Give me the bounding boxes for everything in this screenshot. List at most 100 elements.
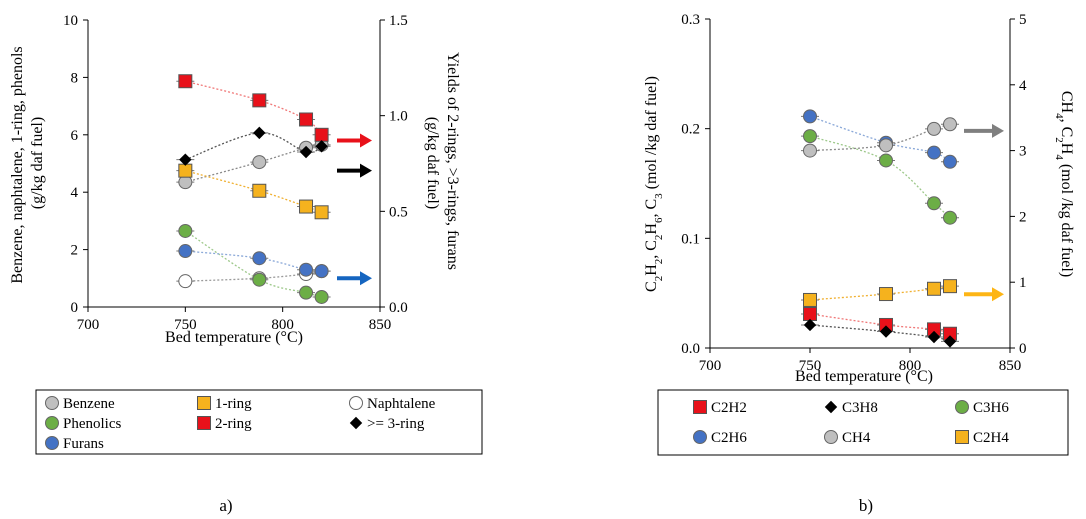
panel-a-1-ring-point <box>252 183 267 198</box>
panel-b-y2-tick-label: 1 <box>1019 275 1027 291</box>
panel-a-y-tick-label: 4 <box>71 185 79 201</box>
panel-b-c3h8-point <box>803 318 817 332</box>
axis-label-subscript: 2 <box>653 276 665 282</box>
panel-b-legend-c3h6-label: C3H6 <box>973 400 1009 416</box>
panel-b-legend-c3h6-swatch <box>955 400 969 414</box>
axis-label-text: , C <box>1058 119 1075 138</box>
panel-a-furans-point <box>314 264 329 279</box>
panel-a-y2-axis-label-line-2: (g/kg daf fuel) <box>424 117 441 209</box>
panel-b-y-axis-label: C2H2, C2H6, C3 (mol /kg daf fuel) <box>643 76 665 292</box>
panel-a-x-tick-label: 850 <box>369 317 392 333</box>
axis-label-subscript: 3 <box>653 193 665 199</box>
panel-b-c3h8-point <box>927 330 941 344</box>
panel-a-2-ring-point <box>178 74 193 89</box>
panel-b-legend-ch4-swatch <box>824 430 838 444</box>
panel-a-y2-tick-label: 0.0 <box>389 300 408 316</box>
panel-b-x-tick-label: 850 <box>999 358 1022 374</box>
panel-b-arrow-head-1 <box>992 123 1004 138</box>
panel-a-legend-furans-label: Furans <box>63 436 104 452</box>
panel-a-y2-axis-label-line-1: Yields of 2-rings, >3-rings, furans <box>444 52 461 270</box>
panel-b-c2h4-point <box>927 281 941 296</box>
panel-a-naphtalene-point <box>178 274 193 289</box>
panel-b-y2-tick-label: 0 <box>1019 341 1027 357</box>
panel-a-y-axis-label-line-2: (g/kg daf fuel) <box>29 117 46 209</box>
axis-label-text: C <box>643 281 660 292</box>
panel-b-legend-c3h8-label: C3H8 <box>842 400 878 416</box>
axis-label-text: H <box>1058 143 1075 155</box>
panel-b-legend-c2h6-label: C2H6 <box>711 430 747 446</box>
panel-a-arrow-head-2 <box>360 163 372 178</box>
panel-a-ge-3-ring-point <box>299 145 313 159</box>
axis-label-text: H <box>643 264 660 276</box>
axis-label-subscript: 2 <box>653 235 665 241</box>
panel-a-y-tick-label: 6 <box>71 128 79 144</box>
axis-label-text: H <box>643 223 660 235</box>
panel-a-y2-tick-label: 1.5 <box>389 13 408 29</box>
panel-a-ge-3-ring-point <box>253 126 266 140</box>
panel-a-legend-2-ring-label: 2-ring <box>215 416 252 432</box>
panel-b-c3h8-point <box>943 335 957 348</box>
panel-a-legend-naphtalene-label: Naphtalene <box>367 396 436 412</box>
panel-a-2-ring-point <box>314 127 329 142</box>
panel-b-legend-c2h4-label: C2H4 <box>973 430 1009 446</box>
panel-a-benzene-point <box>252 155 267 170</box>
panel-b-ch4-point <box>927 121 941 136</box>
panel-b-ticks: 700 750 800 850 0.0 0.1 0.2 0.3 0 1 2 3 4 5 <box>681 12 1027 374</box>
panel-b-ch4-point <box>879 138 893 153</box>
panel-a-phenolics-point <box>178 223 193 238</box>
panel-b-y2-tick-label: 2 <box>1019 209 1027 225</box>
panel-b-c2h2-trend-line <box>809 313 951 335</box>
panel-a-legend-2-ring-swatch <box>197 416 211 430</box>
panel-b-c2h4-trend-line <box>809 285 951 301</box>
panel-a-legend-furans-swatch <box>45 436 59 450</box>
panel-b-ch4-point <box>803 143 817 158</box>
panel-a-2-ring-point <box>252 93 267 108</box>
panel-a-1-ring-point <box>178 163 193 178</box>
panel-b-y2-axis-label: CH4, C2H4 (mol /kg daf fuel) <box>1053 91 1075 277</box>
panel-a-legend-1-ring-label: 1-ring <box>215 396 252 412</box>
panel-b-c2h2-point <box>803 307 817 322</box>
panel-a-2-ring-point <box>299 112 314 127</box>
panel-b-legend: C2H2 C3H8 C3H6 C2H6 CH4 C2H4 <box>693 400 1009 446</box>
panel-b-c3h8-point <box>879 325 893 338</box>
chart-panel-b: 700 750 800 850 0.0 0.1 0.2 0.3 0 1 2 3 4 5 Bed tempe… <box>643 12 1075 515</box>
panel-a-caption: a) <box>219 496 232 515</box>
axis-label-text: (mol /kg daf fuel) <box>1058 160 1075 277</box>
panel-a-furans-point <box>178 244 193 259</box>
axis-label-text: CH <box>1058 91 1075 114</box>
panel-a-legend: Benzene 1-ring Naphtalene Phenolics 2-ring >=… <box>45 396 436 452</box>
panel-a-ticks: 700 750 800 850 0 2 4 6 8 10 0.0 0.5 1.0 1.5 <box>63 13 408 333</box>
panel-b-c3h6-point <box>803 129 817 144</box>
axis-label-subscript: 6 <box>653 217 665 223</box>
panel-a-phenolics-point <box>252 272 267 287</box>
panel-a-1-ring-point <box>314 205 329 220</box>
panel-a-legend-phenolics-swatch <box>45 416 59 430</box>
panel-a-x-axis-label: Bed temperature (°C) <box>165 329 303 346</box>
panel-a-phenolics-point <box>299 285 314 300</box>
panel-b-legend-c2h2-swatch <box>693 400 707 414</box>
panel-a-legend-benzene-label: Benzene <box>63 396 115 412</box>
panel-b-x-tick-label: 750 <box>799 358 822 374</box>
panel-a-legend-box <box>35 389 483 455</box>
axis-label-text: , C <box>643 240 660 259</box>
panel-b-c2h4-point <box>943 279 957 294</box>
panel-b-x-tick-label: 800 <box>899 358 922 374</box>
panel-a-legend-ge-3-ring-label: >= 3-ring <box>367 416 425 432</box>
panel-b-y2-tick-label: 5 <box>1019 12 1027 28</box>
panel-b-legend-box <box>657 389 1069 456</box>
panel-a-y-tick-label: 10 <box>63 13 78 29</box>
panel-a-furans-point <box>252 251 267 266</box>
panel-b-y2-tick-label: 3 <box>1019 144 1027 160</box>
panel-a-ge-3-ring-trend-line <box>185 132 322 161</box>
panel-b-ch4-trend-line <box>809 123 951 152</box>
panel-b-c2h6-point <box>803 109 817 124</box>
panel-a-ge-3-ring-point <box>315 140 328 153</box>
panel-b-legend-c2h4-swatch <box>955 430 969 444</box>
axis-label-subscript: 4 <box>1053 113 1065 119</box>
panel-b-legend-c2h6-swatch <box>693 430 707 444</box>
panel-a-furans-point <box>299 262 314 277</box>
panel-a-arrow-head-3 <box>360 271 372 286</box>
panel-a-x-tick-label: 750 <box>174 317 197 333</box>
panel-b-y2-tick-label: 4 <box>1019 78 1027 94</box>
